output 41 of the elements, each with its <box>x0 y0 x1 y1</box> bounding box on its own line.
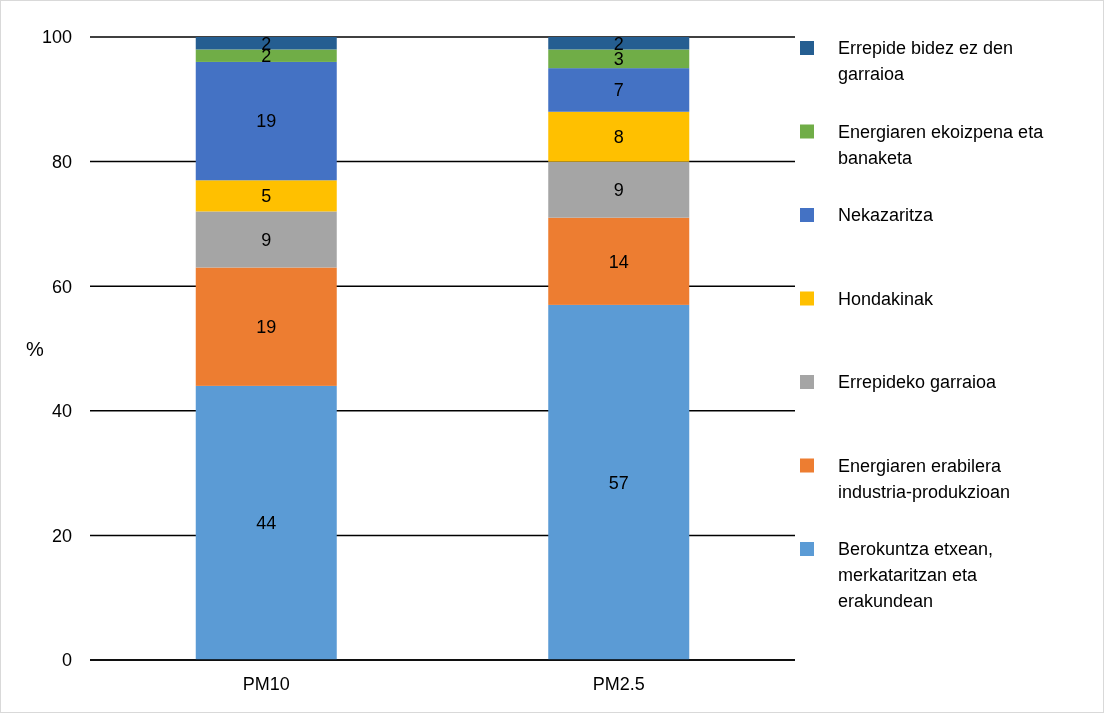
legend-label: Energiaren ekoizpena eta banaketa <box>838 121 1045 168</box>
bar <box>195 37 337 50</box>
legend-label: Berokuntza etxean, merkataritzan eta erakundean <box>838 539 994 612</box>
data-label: 8 <box>613 126 624 147</box>
y-tick-label: 80 <box>51 151 72 172</box>
y-tick-label: 40 <box>51 401 72 422</box>
bar <box>548 37 690 50</box>
bar <box>548 111 690 162</box>
legend-label: Errepideko garraioa <box>838 372 998 393</box>
bar <box>548 68 690 112</box>
bar <box>548 161 690 218</box>
bar <box>548 217 690 305</box>
data-label: 57 <box>608 472 629 493</box>
y-tick-label: 0 <box>61 650 72 671</box>
bar <box>195 385 337 660</box>
data-label: 19 <box>256 111 277 132</box>
bar <box>195 211 337 268</box>
y-axis-title: % <box>26 337 45 360</box>
legend-label: Nekazaritza <box>838 205 935 226</box>
legend-label: Energiaren erabilera industria-produkzioan <box>838 455 1011 502</box>
bar <box>195 61 337 181</box>
data-label: 9 <box>613 179 624 200</box>
legend-label: Hondakinak <box>838 288 935 309</box>
legend-label: Errepide bidez ez den garraioa <box>838 38 1014 85</box>
x-tick-label: PM2.5 <box>592 674 645 694</box>
y-tick-label: 20 <box>51 525 72 546</box>
bar <box>548 304 690 660</box>
y-tick-label: 60 <box>51 276 72 297</box>
bar <box>195 267 337 386</box>
data-label: 3 <box>613 49 624 70</box>
data-label: 7 <box>613 80 624 101</box>
data-label: 19 <box>256 316 277 337</box>
data-label: 5 <box>261 186 272 207</box>
y-tick-label: 100 <box>41 27 72 48</box>
bar <box>195 180 337 212</box>
data-label: 9 <box>261 229 272 250</box>
data-label: 14 <box>608 251 629 272</box>
x-tick-label: PM10 <box>242 674 290 694</box>
data-label: 44 <box>256 513 277 534</box>
bar <box>548 49 690 69</box>
bar <box>195 49 337 62</box>
